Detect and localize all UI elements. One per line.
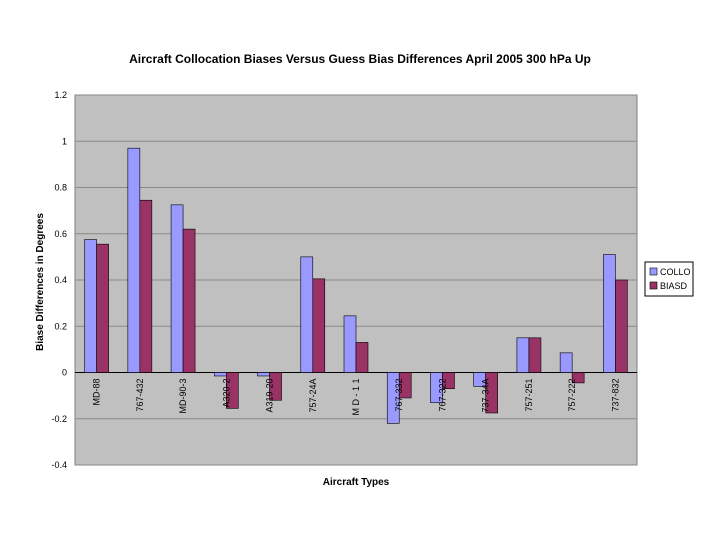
- x-category-label: 767-432: [135, 379, 145, 412]
- x-category-label: 757-251: [524, 379, 534, 412]
- bar-biasd: [269, 372, 282, 401]
- bar-collo: [516, 337, 530, 373]
- x-category-label: 757-24A: [308, 379, 318, 413]
- bar-collo: [257, 372, 270, 377]
- bar-collo: [300, 256, 314, 373]
- bar-collo: [559, 352, 573, 373]
- y-tick-label: 0.6: [54, 229, 67, 239]
- bar-biasd: [226, 372, 239, 409]
- bar-biasd: [571, 372, 585, 384]
- y-tick-label: 1: [62, 136, 67, 146]
- x-category-label: MD-90-3: [178, 379, 188, 414]
- y-tick-label: -0.2: [51, 414, 67, 424]
- x-category-label: 757-222: [567, 379, 577, 412]
- y-tick-label: 0: [62, 368, 67, 378]
- legend-label: BIASD: [660, 281, 688, 291]
- bar-collo: [170, 204, 184, 373]
- bar-biasd: [485, 372, 498, 414]
- bar-biasd: [139, 199, 153, 373]
- x-axis-title: Aircraft Types: [323, 477, 390, 488]
- legend-swatch: [649, 281, 658, 290]
- bar-collo: [343, 315, 357, 373]
- x-category-label: A320-2: [221, 379, 231, 408]
- legend: COLLO BIASD: [644, 261, 694, 297]
- legend-box: [644, 261, 694, 297]
- x-category-label: M D - 1 1: [351, 379, 361, 416]
- bar-collo: [603, 254, 616, 373]
- bar-biasd: [355, 342, 369, 373]
- bar-biasd: [312, 278, 326, 373]
- y-axis-ticks: 1.2 1 0.8 0.6 0.4 0.2 0 -0.2 -0.4: [51, 90, 67, 470]
- x-category-label: 737-34A: [481, 379, 491, 413]
- y-tick-label: 0.4: [54, 275, 67, 285]
- bar-biasd: [615, 279, 628, 373]
- bar-biasd: [442, 372, 455, 389]
- bar-biasd: [182, 228, 196, 373]
- legend-label: COLLO: [660, 267, 691, 277]
- y-tick-label: 1.2: [54, 90, 67, 100]
- x-category-label: 767-322: [437, 379, 447, 412]
- bar-biasd: [398, 372, 412, 399]
- bar-biasd: [96, 243, 109, 373]
- bars: [84, 147, 628, 424]
- y-tick-label: -0.4: [51, 460, 67, 470]
- x-category-label: 737-832: [610, 379, 620, 412]
- x-category-label: MD-88: [92, 379, 102, 406]
- y-tick-label: 0.8: [54, 183, 67, 193]
- bar-biasd: [528, 337, 542, 373]
- legend-swatch: [649, 267, 658, 276]
- x-category-label: A319-20: [265, 379, 275, 413]
- bar-collo: [127, 147, 141, 373]
- chart-title: Aircraft Collocation Biases Versus Guess…: [129, 52, 591, 66]
- bar-collo: [84, 239, 97, 373]
- y-tick-label: 0.2: [54, 321, 67, 331]
- x-axis-categories: MD-88 767-432 MD-90-3 A320-2 A319-20 757-24A M…: [92, 379, 621, 416]
- y-axis-title: Biase Differences in Degrees: [35, 213, 46, 351]
- bar-collo: [214, 372, 227, 377]
- x-category-label: 767-332: [394, 379, 404, 412]
